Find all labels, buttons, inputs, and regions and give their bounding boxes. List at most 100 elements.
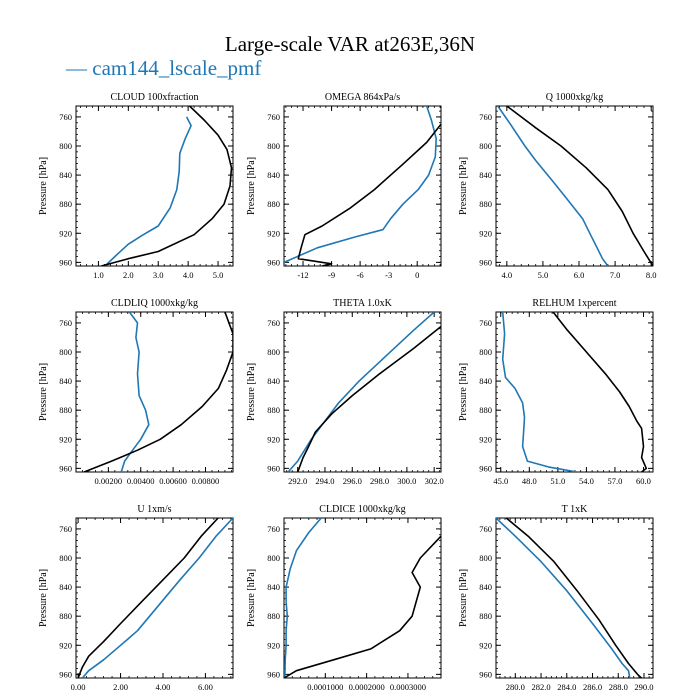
panel-7-x-tick-label: 6.00 (198, 682, 213, 692)
panel-5-y-tick-label: 760 (267, 318, 280, 328)
panel-9-y-tick-label: 800 (479, 553, 492, 563)
panel-8-y-tick-label: 920 (267, 640, 280, 650)
panel-2-y-tick-label: 880 (267, 199, 280, 209)
panel-1-ylabel: Pressure [hPa] (38, 157, 49, 215)
panel-1-x-tick-label: 1.0 (93, 270, 104, 280)
panel-1-x-tick-label: 3.0 (153, 270, 164, 280)
panel-9-x-tick-label: 290.0 (634, 682, 653, 692)
panel-7-y-tick-label: 960 (59, 669, 72, 679)
panel-6-x-tick-label: 45.0 (493, 476, 508, 486)
panel-3-ylabel: Pressure [hPa] (458, 157, 469, 215)
panel-3-series-cam144-lscale-pmf-line (497, 106, 609, 266)
panel-6-y-tick-label: 960 (479, 463, 492, 473)
panel-2-x-tick-label: -3 (385, 270, 392, 280)
panel-2-x-tick-label: -9 (328, 270, 335, 280)
panel-8-y-tick-label: 800 (267, 553, 280, 563)
legend-line-marker: — (66, 56, 87, 80)
panel-4-title: CLDLIQ 1000xkg/kg (111, 298, 198, 309)
panel-2-x-tick-label: -6 (357, 270, 364, 280)
panel-1-y-tick-label: 920 (59, 228, 72, 238)
panel-5-x-tick-label: 292.0 (288, 476, 307, 486)
panel-8-frame (283, 517, 442, 679)
panel-2-series-black-line (297, 123, 441, 266)
panel-5-ylabel: Pressure [hPa] (246, 363, 257, 421)
panel-5-series-cam144-lscale-pmf-line (287, 312, 435, 472)
panel-4-y-tick-label: 760 (59, 318, 72, 328)
figure-title: Large-scale VAR at263E,36N (224, 32, 476, 56)
panel-6-series-cam144-lscale-pmf-line (501, 312, 578, 472)
panel-4-x-tick-label: 0.00200 (95, 476, 123, 486)
panel-8-y-tick-label: 880 (267, 611, 280, 621)
panel-9-x-tick-label: 286.0 (583, 682, 602, 692)
panel-7-y-tick-label: 920 (59, 640, 72, 650)
panel-5-x-tick-label: 300.0 (397, 476, 416, 486)
panel-2-x-tick-label: 0 (415, 270, 419, 280)
panel-7-y-tick-label: 800 (59, 553, 72, 563)
panel-3-x-tick-label: 6.0 (574, 270, 585, 280)
panel-3-y-tick-label: 920 (479, 228, 492, 238)
panel-5-y-tick-label: 840 (267, 376, 280, 386)
panel-9-x-tick-label: 288.0 (609, 682, 628, 692)
panel-8-y-tick-label: 960 (267, 669, 280, 679)
panel-6-y-tick-label: 920 (479, 434, 492, 444)
panel-2-y-tick-label: 840 (267, 170, 280, 180)
panel-1-x-tick-label: 2.0 (123, 270, 134, 280)
panel-6-y-tick-label: 760 (479, 318, 492, 328)
panel-9-y-tick-label: 920 (479, 640, 492, 650)
panel-9-title: T 1xK (562, 504, 588, 515)
panel-3-x-tick-label: 5.0 (538, 270, 549, 280)
panel-8-y-tick-label: 760 (267, 524, 280, 534)
panel-1-y-tick-label: 880 (59, 199, 72, 209)
panel-7-frame (75, 517, 234, 679)
panel-5-series-black-line (296, 325, 441, 472)
panel-9-series-black-line (505, 518, 642, 678)
panel-3-x-tick-label: 4.0 (502, 270, 513, 280)
panel-2-title: OMEGA 864xPa/s (325, 92, 400, 103)
panel-9-y-tick-label: 760 (479, 524, 492, 534)
panel-5-x-tick-label: 296.0 (343, 476, 362, 486)
panel-7-y-tick-label: 760 (59, 524, 72, 534)
panel-4-ylabel: Pressure [hPa] (38, 363, 49, 421)
panel-5-frame (283, 311, 442, 473)
panel-9-y-tick-label: 880 (479, 611, 492, 621)
panel-1-title: CLOUD 100xfraction (110, 92, 198, 103)
panel-9-x-tick-label: 280.0 (506, 682, 525, 692)
panel-8-ylabel: Pressure [hPa] (246, 569, 257, 627)
panel-6-ylabel: Pressure [hPa] (458, 363, 469, 421)
panel-5-y-tick-label: 960 (267, 463, 280, 473)
panel-8-x-tick-label: 0.0002000 (349, 682, 385, 692)
panel-6-x-tick-label: 51.0 (550, 476, 565, 486)
panel-2-frame (283, 105, 442, 267)
panel-3-x-tick-label: 7.0 (610, 270, 621, 280)
panel-7-y-tick-label: 880 (59, 611, 72, 621)
panel-3-y-tick-label: 840 (479, 170, 492, 180)
panel-5-x-tick-label: 298.0 (370, 476, 389, 486)
legend-series-name: cam144_lscale_pmf (92, 56, 262, 80)
panel-2-y-tick-label: 760 (267, 112, 280, 122)
panel-7-x-tick-label: 4.00 (156, 682, 171, 692)
panel-6-series-black-line (552, 312, 648, 472)
panel-7-series-cam144-lscale-pmf-line (81, 518, 233, 678)
panel-5-y-tick-label: 880 (267, 405, 280, 415)
panel-4-y-tick-label: 960 (59, 463, 72, 473)
panel-5-y-tick-label: 920 (267, 434, 280, 444)
panel-9-x-tick-label: 282.0 (531, 682, 550, 692)
panel-2-y-tick-label: 800 (267, 141, 280, 151)
panel-7-y-tick-label: 840 (59, 582, 72, 592)
panel-8-series-black-line (284, 535, 441, 678)
panel-6-frame (495, 311, 654, 473)
panel-4-y-tick-label: 880 (59, 405, 72, 415)
panel-1-series-black-line (101, 106, 233, 266)
panel-7-ylabel: Pressure [hPa] (38, 569, 49, 627)
panel-7-x-tick-label: 2.00 (113, 682, 128, 692)
panel-3-y-tick-label: 960 (479, 257, 492, 267)
panel-4-x-tick-label: 0.00400 (127, 476, 155, 486)
panel-1-series-cam144-lscale-pmf-line (104, 116, 192, 266)
panel-5-y-tick-label: 800 (267, 347, 280, 357)
panel-6-y-tick-label: 800 (479, 347, 492, 357)
panel-2-series-cam144-lscale-pmf-line (284, 106, 437, 264)
panel-2-y-tick-label: 960 (267, 257, 280, 267)
panel-4-y-tick-label: 800 (59, 347, 72, 357)
panel-6-title: RELHUM 1xpercent (532, 298, 616, 309)
